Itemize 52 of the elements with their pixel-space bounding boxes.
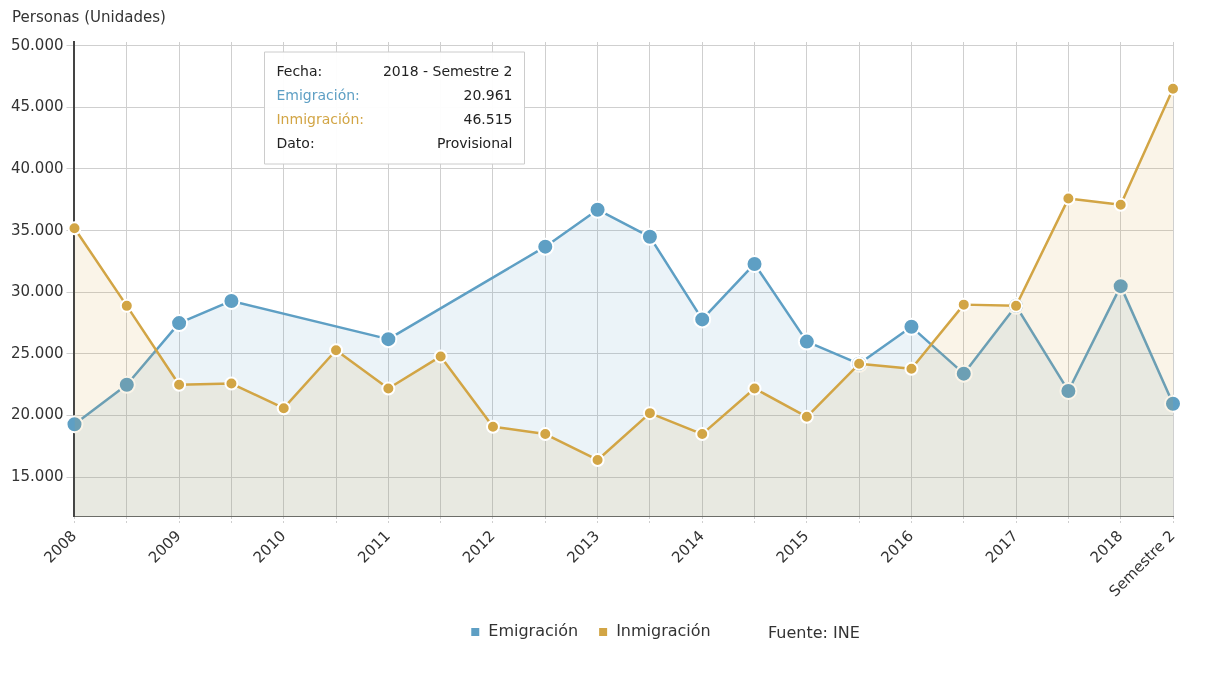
point [119,298,134,313]
point [693,310,712,329]
source-note: Fuente: INE [768,623,860,642]
point [222,291,241,310]
point [172,377,187,392]
point [904,361,919,376]
text: Inmigración: 46.515 [276,110,513,127]
y-tick-label: 40.000 [10,158,64,177]
point [1164,394,1182,413]
text: Fecha: 2018 - Semestre 2 [276,62,513,79]
point [640,227,659,246]
y-tick-label: 50.000 [10,35,64,54]
point [588,200,607,219]
point [902,317,921,336]
point [956,297,971,312]
legend-label: Inmigración [616,621,711,641]
point [224,376,239,391]
point [381,381,396,396]
point [590,452,605,467]
point [329,343,344,358]
point [1059,381,1078,400]
point [117,375,136,394]
text: Emigración: 20.961 [276,86,513,103]
y-tick-label: 30.000 [10,282,64,301]
point [276,401,291,416]
point [67,221,82,236]
y-axis-title: Personas (Unidades) [12,8,167,26]
point [536,237,555,256]
point [642,406,657,421]
point [745,254,764,273]
point [538,427,553,442]
y-tick-label: 15.000 [10,467,64,486]
point [1061,191,1076,206]
point [65,415,84,434]
point [1111,277,1130,296]
point [1113,197,1128,212]
text: Dato: Provisional [276,134,513,151]
y-tick-label: 20.000 [10,405,64,424]
point [379,330,398,349]
y-tick-label: 25.000 [10,343,64,362]
point [433,349,448,364]
legend-label: Emigración [488,621,579,641]
y-tick-label: 35.000 [10,220,64,239]
y-tick-label: 45.000 [10,97,64,116]
point [799,409,814,424]
point [695,427,710,442]
point [1166,81,1180,96]
point [170,314,189,333]
point [747,381,762,396]
point [485,419,500,434]
point [797,332,816,351]
point [954,364,973,383]
